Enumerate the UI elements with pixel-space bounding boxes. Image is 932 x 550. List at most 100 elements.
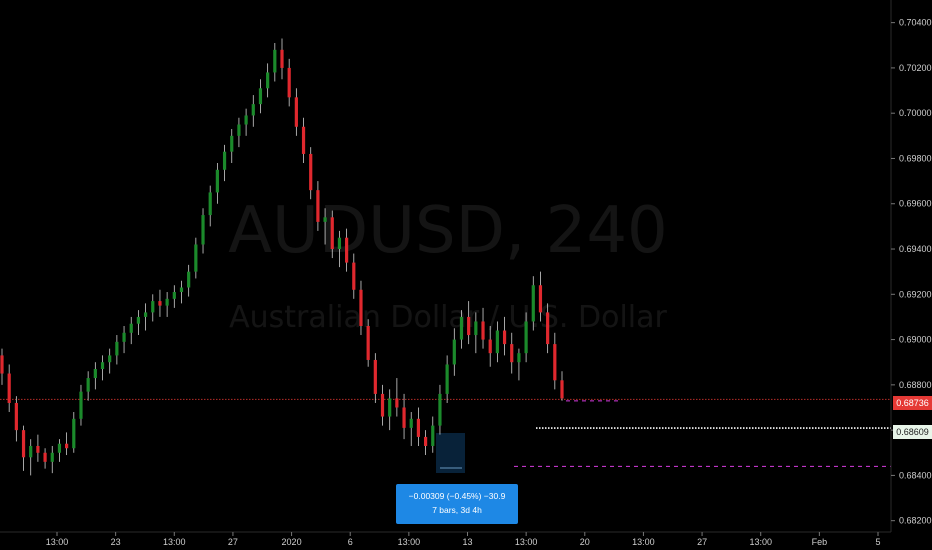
candle (445, 355, 449, 403)
price-axis-label: 0.68800 (899, 380, 932, 390)
candle (57, 439, 62, 462)
measure-duration: 7 bars, 3d 4h (432, 505, 482, 515)
candle (474, 312, 478, 354)
time-axis-label: 6 (348, 537, 353, 547)
measure-tooltip: −0.00309 (−0.45%) −30.9 7 bars, 3d 4h (396, 484, 518, 524)
price-axis-label: 0.69400 (899, 244, 932, 254)
candle (352, 253, 356, 299)
time-axis-label: 13:00 (398, 537, 421, 547)
candle (395, 378, 399, 417)
candle (266, 63, 270, 98)
line-price-tag: 0.68609 (893, 425, 932, 439)
candle (438, 384, 442, 435)
candle (330, 210, 334, 259)
candle (79, 384, 83, 426)
candle (538, 271, 543, 322)
candle (553, 332, 557, 390)
price-axis-label: 0.69000 (899, 335, 932, 345)
candle (93, 362, 97, 390)
candle (301, 117, 306, 163)
candle (129, 316, 133, 345)
candle (560, 371, 564, 401)
candle (273, 43, 277, 82)
candle (380, 384, 385, 426)
candle (179, 280, 184, 304)
candle (373, 353, 377, 403)
candle (237, 117, 241, 148)
candle (0, 348, 4, 385)
candle (215, 162, 219, 204)
price-axis-label: 0.69600 (899, 199, 932, 209)
candle (316, 181, 320, 231)
candle (287, 58, 291, 107)
price-axis[interactable]: 0.70400 0.70200 0.70000 0.69800 0.69600 0.694… (891, 18, 932, 526)
candle (366, 319, 370, 367)
candlestick-series (0, 38, 564, 476)
time-axis-label: 13:00 (749, 537, 772, 547)
candle (423, 430, 428, 456)
candle (172, 285, 176, 308)
time-axis-label: 20 (580, 537, 590, 547)
candle (222, 144, 227, 182)
time-axis-label: Feb (812, 537, 828, 547)
candle (230, 129, 234, 163)
candle (21, 425, 26, 471)
candle (65, 432, 69, 456)
candle (187, 264, 191, 297)
candle (14, 396, 18, 442)
time-axis-label: 13:00 (515, 537, 538, 547)
candle (151, 294, 155, 322)
candle (452, 328, 456, 376)
candle (531, 276, 535, 331)
candle (115, 335, 119, 365)
candle (244, 108, 248, 136)
candle (388, 389, 392, 431)
candle (517, 348, 521, 381)
price-axis-label: 0.68400 (899, 470, 932, 480)
candle (43, 448, 47, 469)
time-axis[interactable]: 13:00 23 13:00 27 2020 6 13:00 13 13:00 20 13:00 27… (46, 532, 881, 547)
time-axis-label: 5 (875, 537, 880, 547)
measure-range-box (436, 433, 465, 473)
time-axis-label: 13:00 (46, 537, 69, 547)
candle (359, 280, 363, 336)
time-axis-label: 23 (111, 537, 121, 547)
candle (546, 303, 550, 354)
measure-change: −0.00309 (−0.45%) −30.9 (408, 491, 506, 501)
candle (194, 237, 198, 279)
candle (524, 312, 528, 363)
time-axis-label: 2020 (282, 537, 302, 547)
price-axis-label: 0.68200 (899, 516, 932, 526)
candle (294, 88, 298, 136)
candle (50, 445, 54, 474)
price-axis-label: 0.70400 (899, 18, 932, 28)
candle (467, 301, 471, 345)
candle (280, 38, 284, 80)
time-axis-label: 13 (462, 537, 472, 547)
watermark-symbol: AUDUSD, 240 (228, 194, 668, 268)
candle (7, 364, 11, 413)
candle (208, 185, 212, 227)
last-price-tag: 0.68736 (893, 396, 932, 410)
candle (416, 407, 421, 446)
candle (143, 303, 148, 331)
candle (122, 325, 126, 354)
candle (510, 332, 514, 374)
price-axis-label: 0.69200 (899, 289, 932, 299)
horizontal-lines (0, 398, 891, 467)
candle (309, 147, 313, 200)
candle (29, 439, 33, 476)
candle (158, 289, 162, 317)
candle (502, 316, 507, 356)
candle (36, 434, 40, 462)
candle (481, 307, 485, 349)
candle (431, 416, 435, 453)
candle (100, 355, 105, 381)
candle (108, 348, 112, 374)
candle (72, 412, 76, 453)
candle (323, 208, 327, 245)
candle (345, 228, 349, 272)
watermark-description: Australian Dollar / U.S. Dollar (229, 300, 667, 335)
candle (337, 230, 342, 268)
